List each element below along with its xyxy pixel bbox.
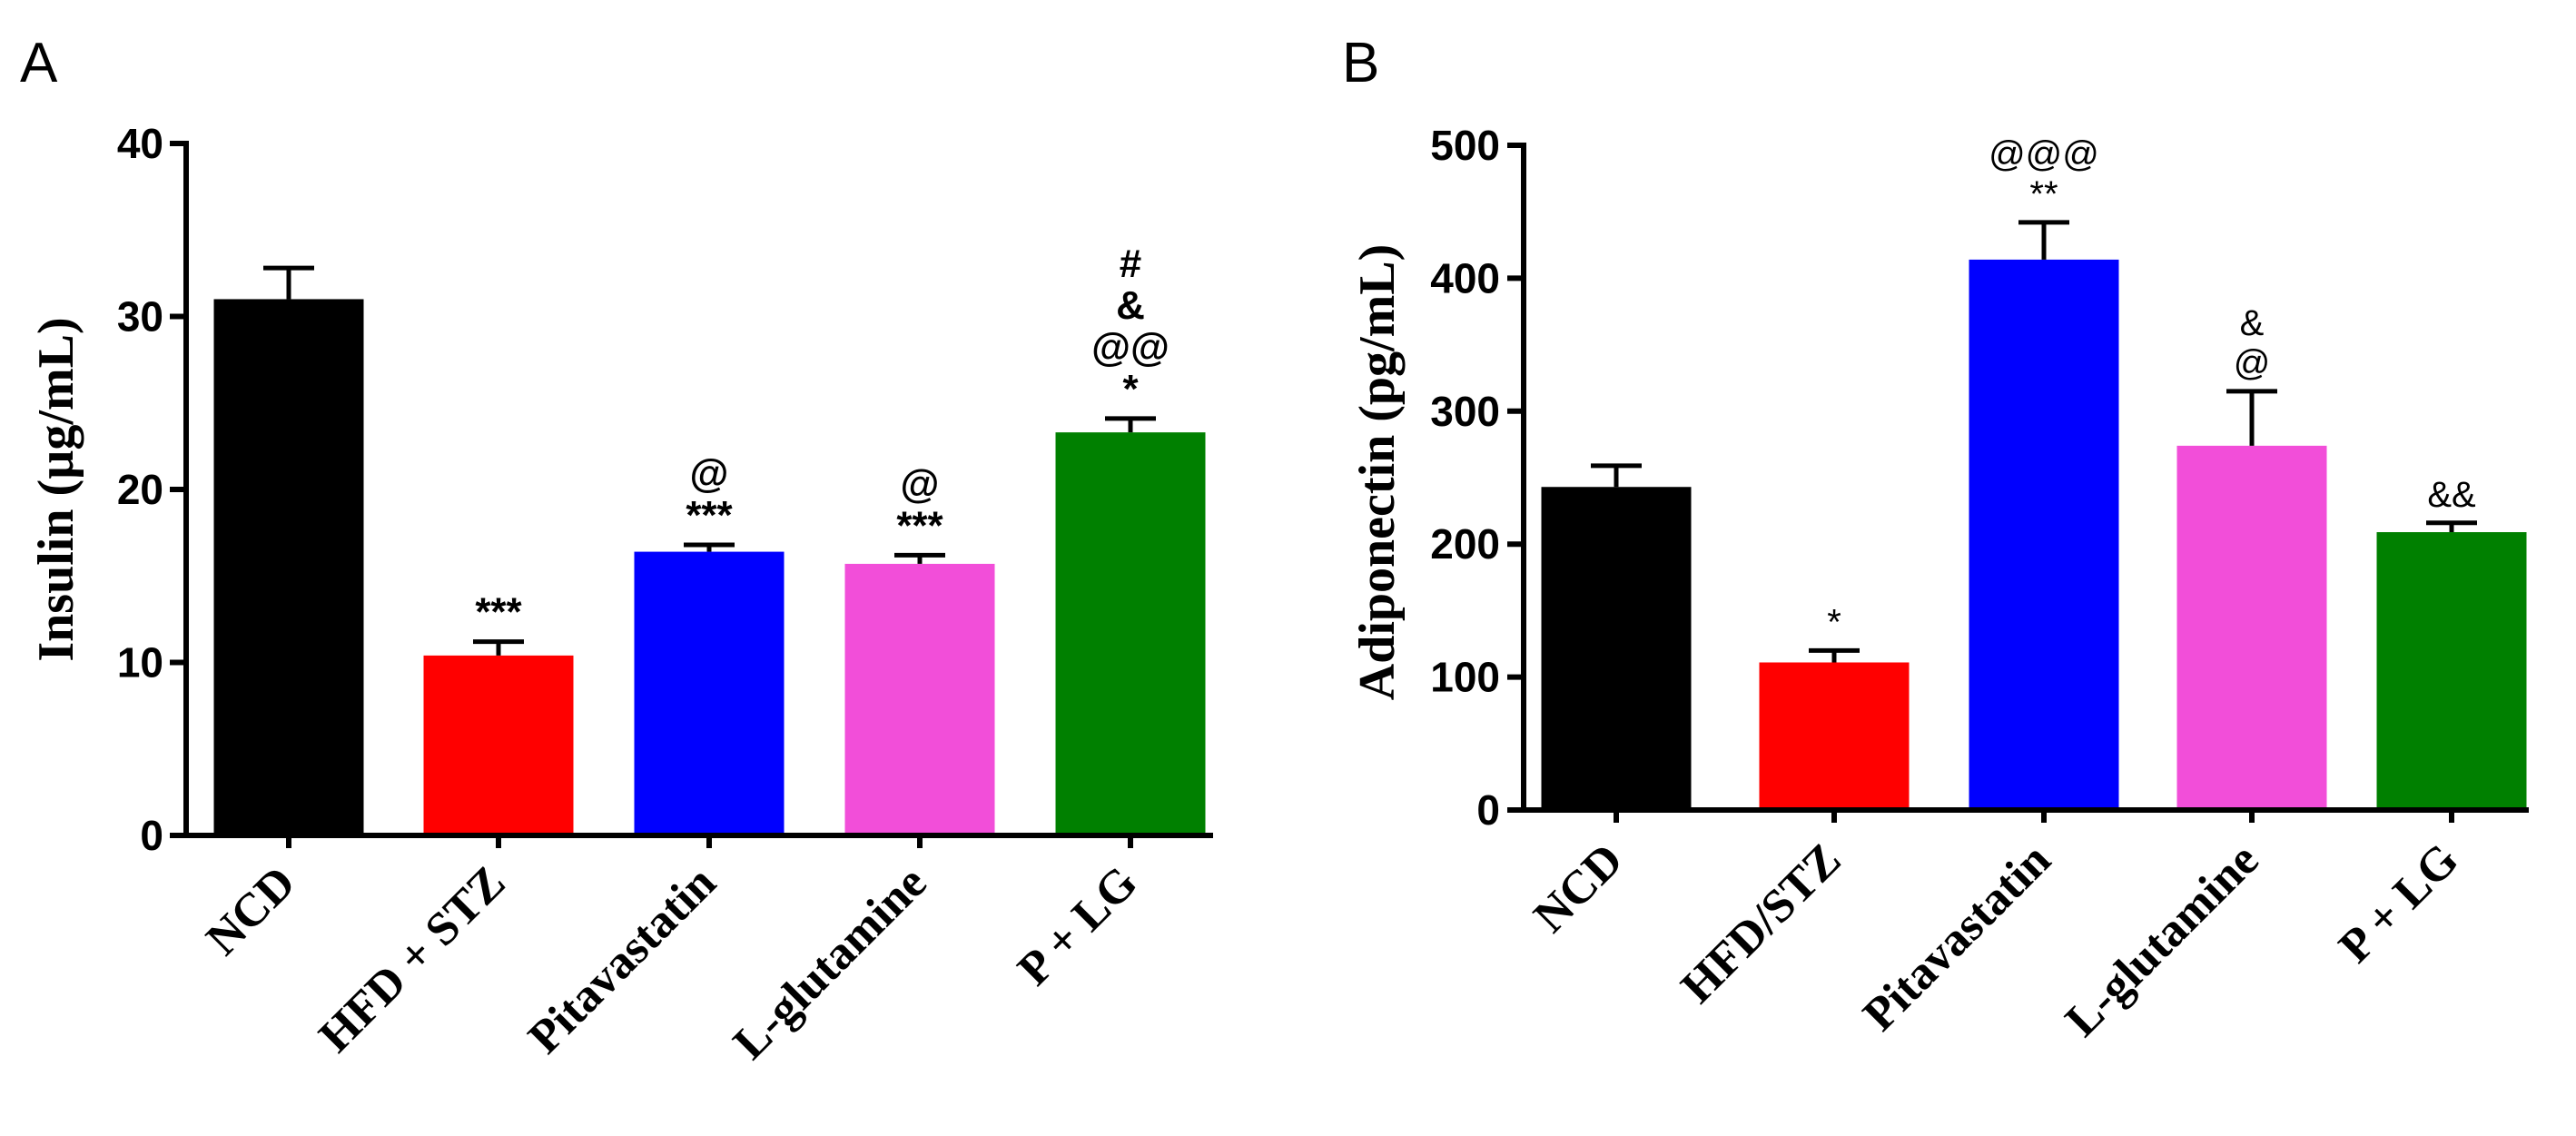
x-tick-label-2: HFD/STZ (1672, 834, 1851, 1013)
significance-label-4-1: *** (896, 503, 943, 548)
y-tick-label-3: 200 (1430, 520, 1500, 568)
x-tick-label-5: P + LG (1008, 856, 1147, 995)
x-tick-label-3: Pitavastatin (1853, 834, 2060, 1041)
chart-panel-b: NCD * HFD/STZ **@@@ Pitavastatin @& L-glutamin… (1349, 122, 2529, 1047)
y-tick-label-4: 300 (1430, 388, 1500, 435)
significance-label-5-2: @@ (1091, 325, 1170, 370)
bar-5 (2376, 532, 2527, 810)
x-tick-label-5: P + LG (2329, 834, 2468, 973)
bar-4 (2176, 445, 2327, 810)
x-tick-label-3: Pitavastatin (518, 856, 725, 1063)
y-axis-title: Insulin (µg/mL) (28, 317, 84, 661)
y-tick-label-5: 40 (117, 120, 163, 167)
significance-label-5-1: && (2427, 475, 2476, 515)
x-tick-label-4: L-glutamine (2056, 834, 2268, 1046)
x-tick-label-2: HFD + STZ (310, 856, 516, 1062)
significance-label-2-1: * (1827, 602, 1841, 642)
significance-label-5-3: & (1116, 283, 1145, 328)
y-tick-label-5: 400 (1430, 254, 1500, 301)
bar-1 (213, 299, 364, 835)
significance-label-3-1: *** (686, 493, 733, 538)
chart-panel-a: NCD***HFD + STZ***@Pitavastatin***@L-glu… (28, 120, 1213, 1070)
y-tick-label-1: 0 (140, 812, 163, 859)
y-tick-label-2: 100 (1430, 654, 1500, 701)
x-tick-label-4: L-glutamine (724, 856, 936, 1069)
x-tick-label-1: NCD (197, 856, 306, 965)
bar-4 (844, 563, 995, 835)
panel-label-b: B (1342, 32, 1379, 94)
significance-label-5-1: * (1122, 367, 1139, 411)
significance-label-2-1: *** (475, 590, 522, 635)
bar-2 (1759, 662, 1910, 810)
y-tick-label-6: 500 (1430, 122, 1500, 169)
significance-label-4-2: & (2240, 303, 2265, 343)
x-tick-label-1: NCD (1525, 834, 1633, 943)
y-tick-label-3: 20 (117, 466, 163, 513)
y-tick-label-4: 30 (117, 293, 163, 341)
y-tick-label-1: 0 (1476, 786, 1500, 834)
y-axis-title: Adiponectin (pg/mL) (1349, 244, 1406, 701)
significance-label-3-2: @ (690, 451, 729, 496)
y-tick-label-2: 10 (117, 639, 163, 687)
bar-3 (634, 551, 785, 835)
bar-5 (1055, 432, 1206, 835)
bar-2 (423, 655, 574, 835)
significance-label-5-4: # (1120, 242, 1141, 286)
significance-label-4-1: @ (2234, 343, 2271, 383)
significance-label-4-2: @ (901, 461, 940, 506)
bar-1 (1541, 487, 1692, 810)
bar-3 (1969, 259, 2119, 810)
significance-label-3-2: @@@ (1989, 134, 2099, 174)
panel-label-a: A (20, 32, 58, 94)
significance-label-3-1: ** (2029, 174, 2058, 214)
